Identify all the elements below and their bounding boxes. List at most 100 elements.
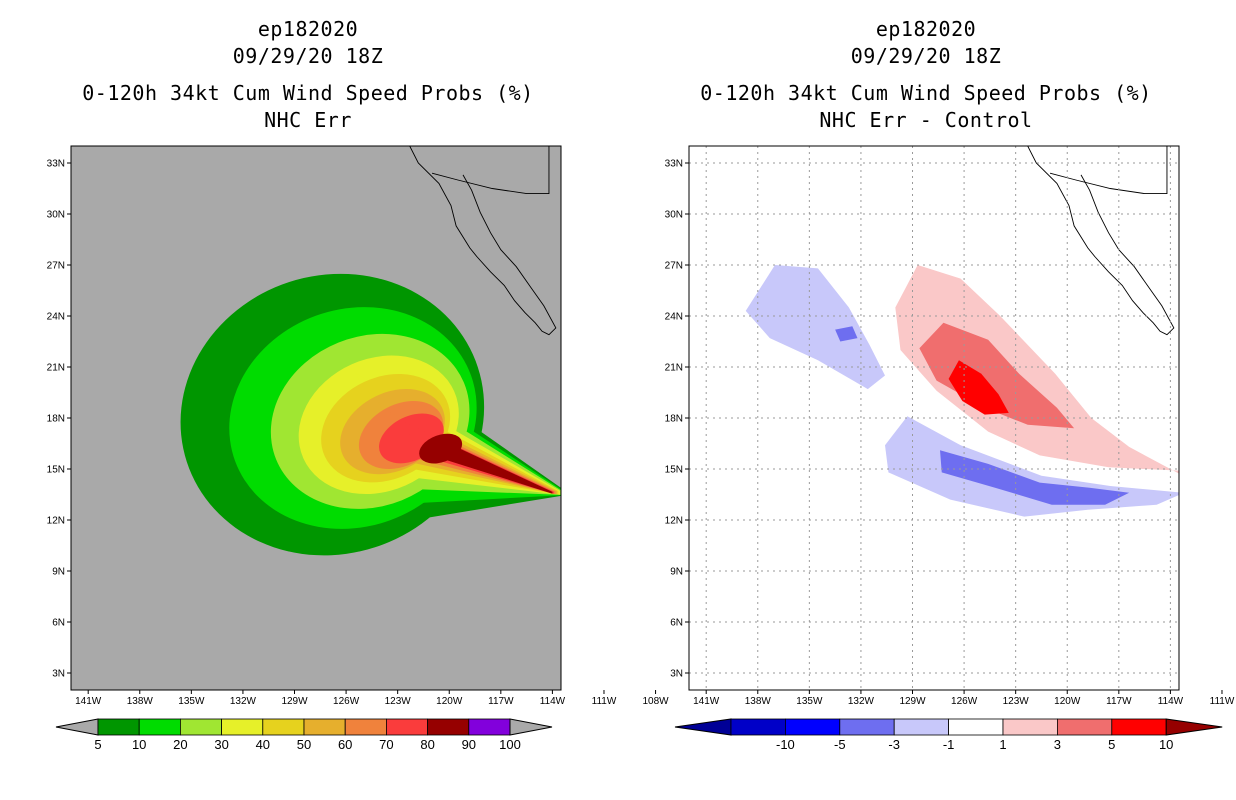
colorbar-label: -3 xyxy=(888,737,900,752)
lat-tick-label: 6N xyxy=(670,618,683,629)
lat-tick-label: 27N xyxy=(47,261,65,272)
right-storm-id: ep182020 xyxy=(875,17,977,41)
left-probability-map: 141W 138W 135W 132W 129W 126W 123W 120W 117W 114W… xyxy=(47,145,669,707)
lon-tick-label: 117W xyxy=(488,696,514,707)
colorbar-label: 5 xyxy=(94,737,101,752)
colorbar-swatch xyxy=(385,718,428,736)
lon-tick-label: 141W xyxy=(693,696,720,707)
coastline xyxy=(409,146,557,336)
negative-northwest-core xyxy=(835,326,858,342)
lat-tick-label: 9N xyxy=(670,567,683,578)
colorbar-label: -1 xyxy=(943,737,955,752)
left-chart-title: ep182020 09/29/20 18Z 0-120h 34kt Cum Wi… xyxy=(28,16,588,134)
lat-tick-label: 30N xyxy=(47,210,65,221)
colorbar-swatch xyxy=(97,718,140,736)
colorbar-label: 80 xyxy=(420,737,434,752)
lat-tick-label: 15N xyxy=(47,465,65,476)
lat-tick-label: 27N xyxy=(665,261,683,272)
left-datetime: 09/29/20 18Z xyxy=(232,44,384,68)
lon-tick-label: 138W xyxy=(127,696,154,707)
lon-tick-label: 129W xyxy=(899,696,926,707)
colorbar-swatch xyxy=(785,718,841,736)
lon-tick-label: 111W xyxy=(592,696,617,707)
lon-tick-label: 120W xyxy=(436,696,463,707)
colorbar-swatch xyxy=(344,718,387,736)
left-colorbar: 5 10 20 30 40 50 60 70 80 90 100 xyxy=(55,718,553,752)
positive-band xyxy=(895,265,1179,474)
lat-tick-label: 12N xyxy=(47,516,65,527)
lon-tick-label: 138W xyxy=(745,696,772,707)
lat-tick-label: 3N xyxy=(52,669,65,680)
lat-tick-label: 9N xyxy=(52,567,65,578)
lon-tick-label: 123W xyxy=(385,696,412,707)
left-subtitle: NHC Err xyxy=(264,108,352,132)
lon-tick-label: 108W xyxy=(642,696,669,707)
colorbar-swatch xyxy=(948,718,1004,736)
colorbar-swatch xyxy=(839,718,895,736)
colorbar-label: 30 xyxy=(214,737,228,752)
colorbar-swatch xyxy=(1057,718,1113,736)
lon-tick-label: 120W xyxy=(1054,696,1081,707)
colorbar-swatch xyxy=(262,718,305,736)
lon-tick-label: 126W xyxy=(951,696,978,707)
lon-tick-label: 126W xyxy=(333,696,360,707)
lon-tick-label: 114W xyxy=(1158,696,1184,707)
colorbar-swatch xyxy=(1111,718,1167,736)
colorbar-swatch xyxy=(221,718,264,736)
lat-tick-label: 21N xyxy=(47,363,65,374)
lat-tick-label: 24N xyxy=(47,312,65,323)
colorbar-extend-high xyxy=(1165,718,1223,736)
colorbar-label: -10 xyxy=(776,737,795,752)
lat-tick-label: 24N xyxy=(665,312,683,323)
colorbar-label: 100 xyxy=(499,737,521,752)
lon-tick-label: 129W xyxy=(281,696,308,707)
lon-tick-label: 111W xyxy=(1210,696,1235,707)
lon-tick-label: 135W xyxy=(178,696,205,707)
lat-tick-label: 15N xyxy=(665,465,683,476)
lon-tick-label: 132W xyxy=(848,696,875,707)
right-chart-title: ep182020 09/29/20 18Z 0-120h 34kt Cum Wi… xyxy=(646,16,1206,134)
lon-tick-label: 117W xyxy=(1106,696,1132,707)
right-subtitle: NHC Err - Control xyxy=(819,108,1033,132)
lat-tick-label: 3N xyxy=(670,669,683,680)
colorbar-label: 50 xyxy=(297,737,311,752)
lon-tick-label: 141W xyxy=(75,696,102,707)
colorbar-swatch xyxy=(138,718,181,736)
left-product-title: 0-120h 34kt Cum Wind Speed Probs (%) xyxy=(82,81,534,105)
colorbar-extend-low xyxy=(674,718,732,736)
right-datetime: 09/29/20 18Z xyxy=(850,44,1002,68)
colorbar-label: 20 xyxy=(173,737,187,752)
negative-south-core xyxy=(940,450,1130,505)
positive-core xyxy=(948,360,1009,415)
border-line xyxy=(1049,146,1168,195)
right-product-title: 0-120h 34kt Cum Wind Speed Probs (%) xyxy=(700,81,1152,105)
colorbar-swatch xyxy=(730,718,786,736)
colorbar-swatch xyxy=(427,718,470,736)
right-colorbar: -10 -5 -3 -1 1 3 5 10 xyxy=(674,718,1223,752)
colorbar-extend-high xyxy=(509,718,553,736)
colorbar-label: 60 xyxy=(338,737,352,752)
colorbar-label: 1 xyxy=(999,737,1006,752)
colorbar-label: 3 xyxy=(1054,737,1061,752)
colorbar-swatch xyxy=(303,718,346,736)
colorbar-label: 40 xyxy=(256,737,270,752)
contour-level-80 xyxy=(419,433,553,494)
colorbar-swatch xyxy=(468,718,511,736)
lat-tick-label: 21N xyxy=(665,363,683,374)
colorbar-extend-low xyxy=(55,718,99,736)
positive-mid xyxy=(919,322,1075,429)
colorbar-label: 10 xyxy=(132,737,146,752)
lat-tick-label: 18N xyxy=(47,414,65,425)
lon-tick-label: 114W xyxy=(540,696,566,707)
colorbar-label: 70 xyxy=(379,737,393,752)
colorbar-label: 10 xyxy=(1159,737,1173,752)
lon-tick-label: 135W xyxy=(796,696,823,707)
lat-tick-label: 12N xyxy=(665,516,683,527)
colorbar-label: 90 xyxy=(462,737,476,752)
lat-tick-label: 33N xyxy=(665,159,683,170)
right-difference-map: 141W 138W 135W 132W 129W 126W 123W 120W 117W 114W… xyxy=(665,145,1235,707)
negative-northwest xyxy=(745,265,885,390)
colorbar-swatch xyxy=(1002,718,1058,736)
colorbar-swatch xyxy=(179,718,222,736)
